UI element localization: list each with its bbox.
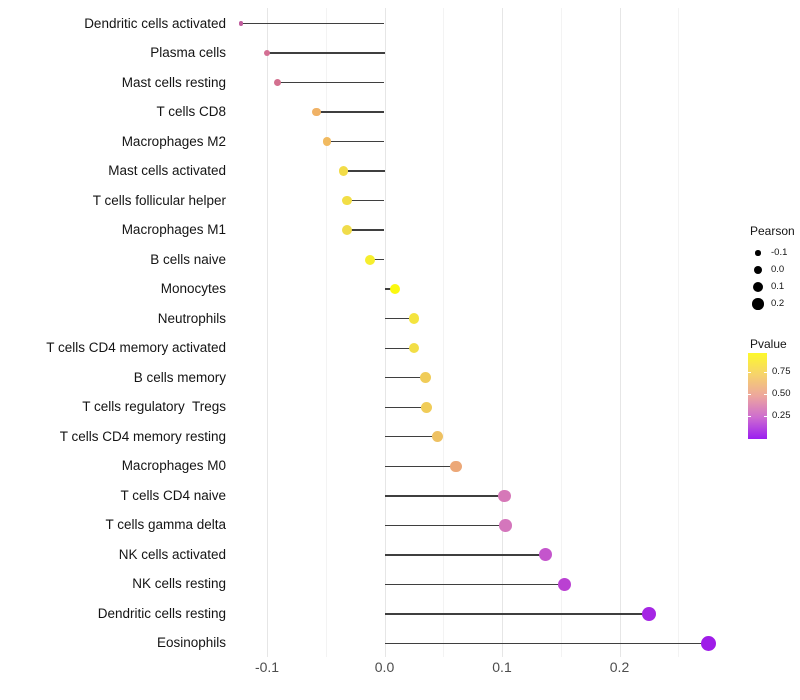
lollipop-dot [408, 342, 420, 354]
row-label: Mast cells activated [108, 163, 226, 179]
lollipop-dot [421, 401, 433, 413]
stem-line [384, 554, 546, 556]
legend-pearson-dot [753, 282, 763, 292]
stem-line [384, 495, 505, 497]
legend-pearson-dot [753, 265, 763, 275]
stem-line [384, 436, 438, 438]
legend-pvalue-title: Pvalue [750, 337, 787, 351]
stem-line [241, 22, 385, 25]
x-tick-label: 0.0 [374, 659, 395, 675]
stem-line [370, 258, 385, 261]
row-label: Monocytes [160, 281, 226, 297]
gridline-minor [678, 8, 680, 657]
stem-line [346, 199, 385, 202]
stem-line [384, 288, 396, 290]
row-label: T cells CD4 memory resting [59, 428, 226, 444]
lollipop-dot [431, 431, 443, 443]
gridline-major [502, 8, 503, 657]
stem-line [384, 406, 427, 408]
row-label: Macrophages M1 [121, 222, 226, 238]
row-label: T cells follicular helper [92, 192, 226, 208]
legend-pearson-label: 0.1 [771, 281, 785, 292]
legend-pearson-label: 0.0 [771, 264, 785, 275]
row-label: B cells memory [133, 369, 226, 385]
lollipop-dot [312, 107, 321, 117]
legend-pvalue-label: 0.25 [772, 410, 791, 421]
stem-line [384, 377, 426, 379]
gridline-minor [560, 8, 562, 657]
lollipop-dot [389, 283, 401, 295]
pvalue-colorbar [748, 353, 767, 439]
lollipop-dot [274, 79, 282, 87]
lollipop-dot [499, 519, 512, 532]
x-tick-label: 0.2 [609, 659, 630, 675]
row-label: T cells CD4 naive [120, 487, 226, 503]
pvalue-colorbar-tick [748, 394, 751, 395]
lollipop-dot [322, 137, 332, 146]
row-label: Macrophages M2 [121, 133, 226, 149]
gridline-major [384, 8, 386, 657]
gridline-major [619, 8, 621, 657]
gridline-major [267, 8, 268, 657]
stem-line [384, 524, 506, 527]
lollipop-dot [408, 313, 420, 324]
lollipop-dot [365, 254, 376, 265]
row-label: T cells CD4 memory activated [46, 340, 226, 356]
stem-line [384, 347, 414, 349]
lollipop-dot [238, 21, 244, 26]
row-label: NK cells activated [118, 546, 226, 562]
legend-pearson-title: Pearson [750, 224, 795, 238]
row-label: Plasma cells [150, 45, 226, 61]
row-label: NK cells resting [132, 576, 226, 592]
stem-line [277, 81, 385, 84]
pvalue-colorbar-tick [764, 372, 767, 373]
stem-line [384, 613, 649, 615]
legend-pearson-label: -0.1 [771, 247, 788, 258]
legend-pvalue-label: 0.50 [772, 388, 791, 399]
row-label: B cells naive [150, 251, 226, 267]
pvalue-colorbar-tick [764, 394, 767, 395]
stem-line [343, 170, 385, 172]
row-label: T cells CD8 [156, 104, 226, 120]
lollipop-dot [641, 606, 656, 621]
lollipop-dot [341, 225, 352, 236]
row-label: Macrophages M0 [121, 458, 226, 474]
row-label: Dendritic cells activated [84, 15, 226, 31]
lollipop-dot [701, 635, 717, 651]
lollipop-dot [538, 548, 552, 562]
row-label: Dendritic cells resting [97, 605, 226, 621]
lollipop-dot [338, 166, 349, 176]
stem-line [316, 111, 385, 113]
gridline-minor [443, 8, 445, 657]
x-tick-label: 0.1 [492, 659, 512, 675]
row-label: T cells regulatory Tregs [82, 399, 226, 415]
pvalue-colorbar-tick [748, 416, 751, 417]
stem-line [384, 583, 565, 586]
lollipop-dot [557, 577, 572, 592]
pvalue-colorbar-tick [764, 416, 767, 417]
stem-line [384, 465, 457, 467]
stem-line [267, 52, 385, 54]
pvalue-colorbar-tick [748, 372, 751, 373]
stem-line [384, 642, 709, 645]
legend-pearson-dot [752, 298, 764, 310]
stem-line [384, 318, 414, 320]
row-label: Neutrophils [157, 310, 226, 326]
stem-line [326, 140, 385, 143]
stem-line [346, 229, 385, 231]
row-label: T cells gamma delta [105, 517, 226, 533]
legend-pvalue-label: 0.75 [772, 366, 791, 377]
lollipop-dot [342, 195, 352, 206]
lollipop-dot [498, 489, 511, 503]
lollipop-dot [450, 460, 462, 473]
gridline-minor [325, 8, 327, 657]
x-tick-label: -0.1 [254, 659, 280, 675]
lollipop-dot [420, 372, 432, 384]
legend-pearson-dot [755, 250, 761, 256]
row-label: Eosinophils [156, 635, 226, 651]
legend-pearson-label: 0.2 [771, 298, 785, 309]
row-label: Mast cells resting [121, 74, 226, 90]
lollipop-dot [263, 49, 271, 57]
